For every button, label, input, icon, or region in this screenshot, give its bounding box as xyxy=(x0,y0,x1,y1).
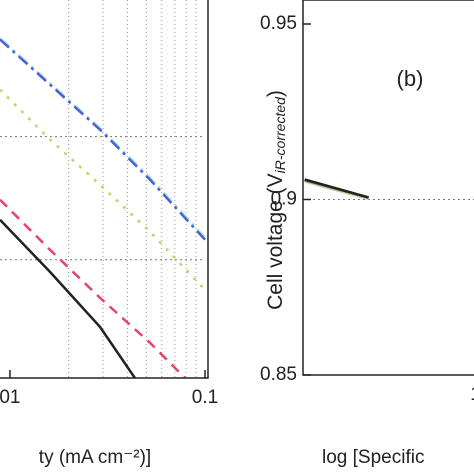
annotation: (b) xyxy=(397,66,424,91)
y-label-end: ) xyxy=(264,90,287,97)
y-axis-label: Cell voltage (ViR-corrected) xyxy=(264,90,288,310)
y-tick-label: 0.95 xyxy=(260,13,297,34)
series-line xyxy=(0,38,206,241)
series-line xyxy=(304,178,369,199)
y-tick-label: 0.9 xyxy=(271,189,297,210)
y-label-main: Cell voltage (V xyxy=(264,173,287,310)
axis-frame xyxy=(302,0,474,376)
x-axis-label: log [Specific xyxy=(322,447,424,468)
series-line xyxy=(0,198,186,379)
x-tick-label: 1 xyxy=(470,384,474,405)
x-tick-label: 0.1 xyxy=(192,387,218,408)
y-label-sub: iR-corrected xyxy=(272,96,288,173)
x-axis-label: ty (mA cm⁻²)] xyxy=(39,447,151,468)
series-line xyxy=(0,218,136,379)
x-tick-label: 0.01 xyxy=(0,387,20,408)
y-tick-label: 0.85 xyxy=(260,364,297,385)
axis-frame xyxy=(0,0,209,379)
